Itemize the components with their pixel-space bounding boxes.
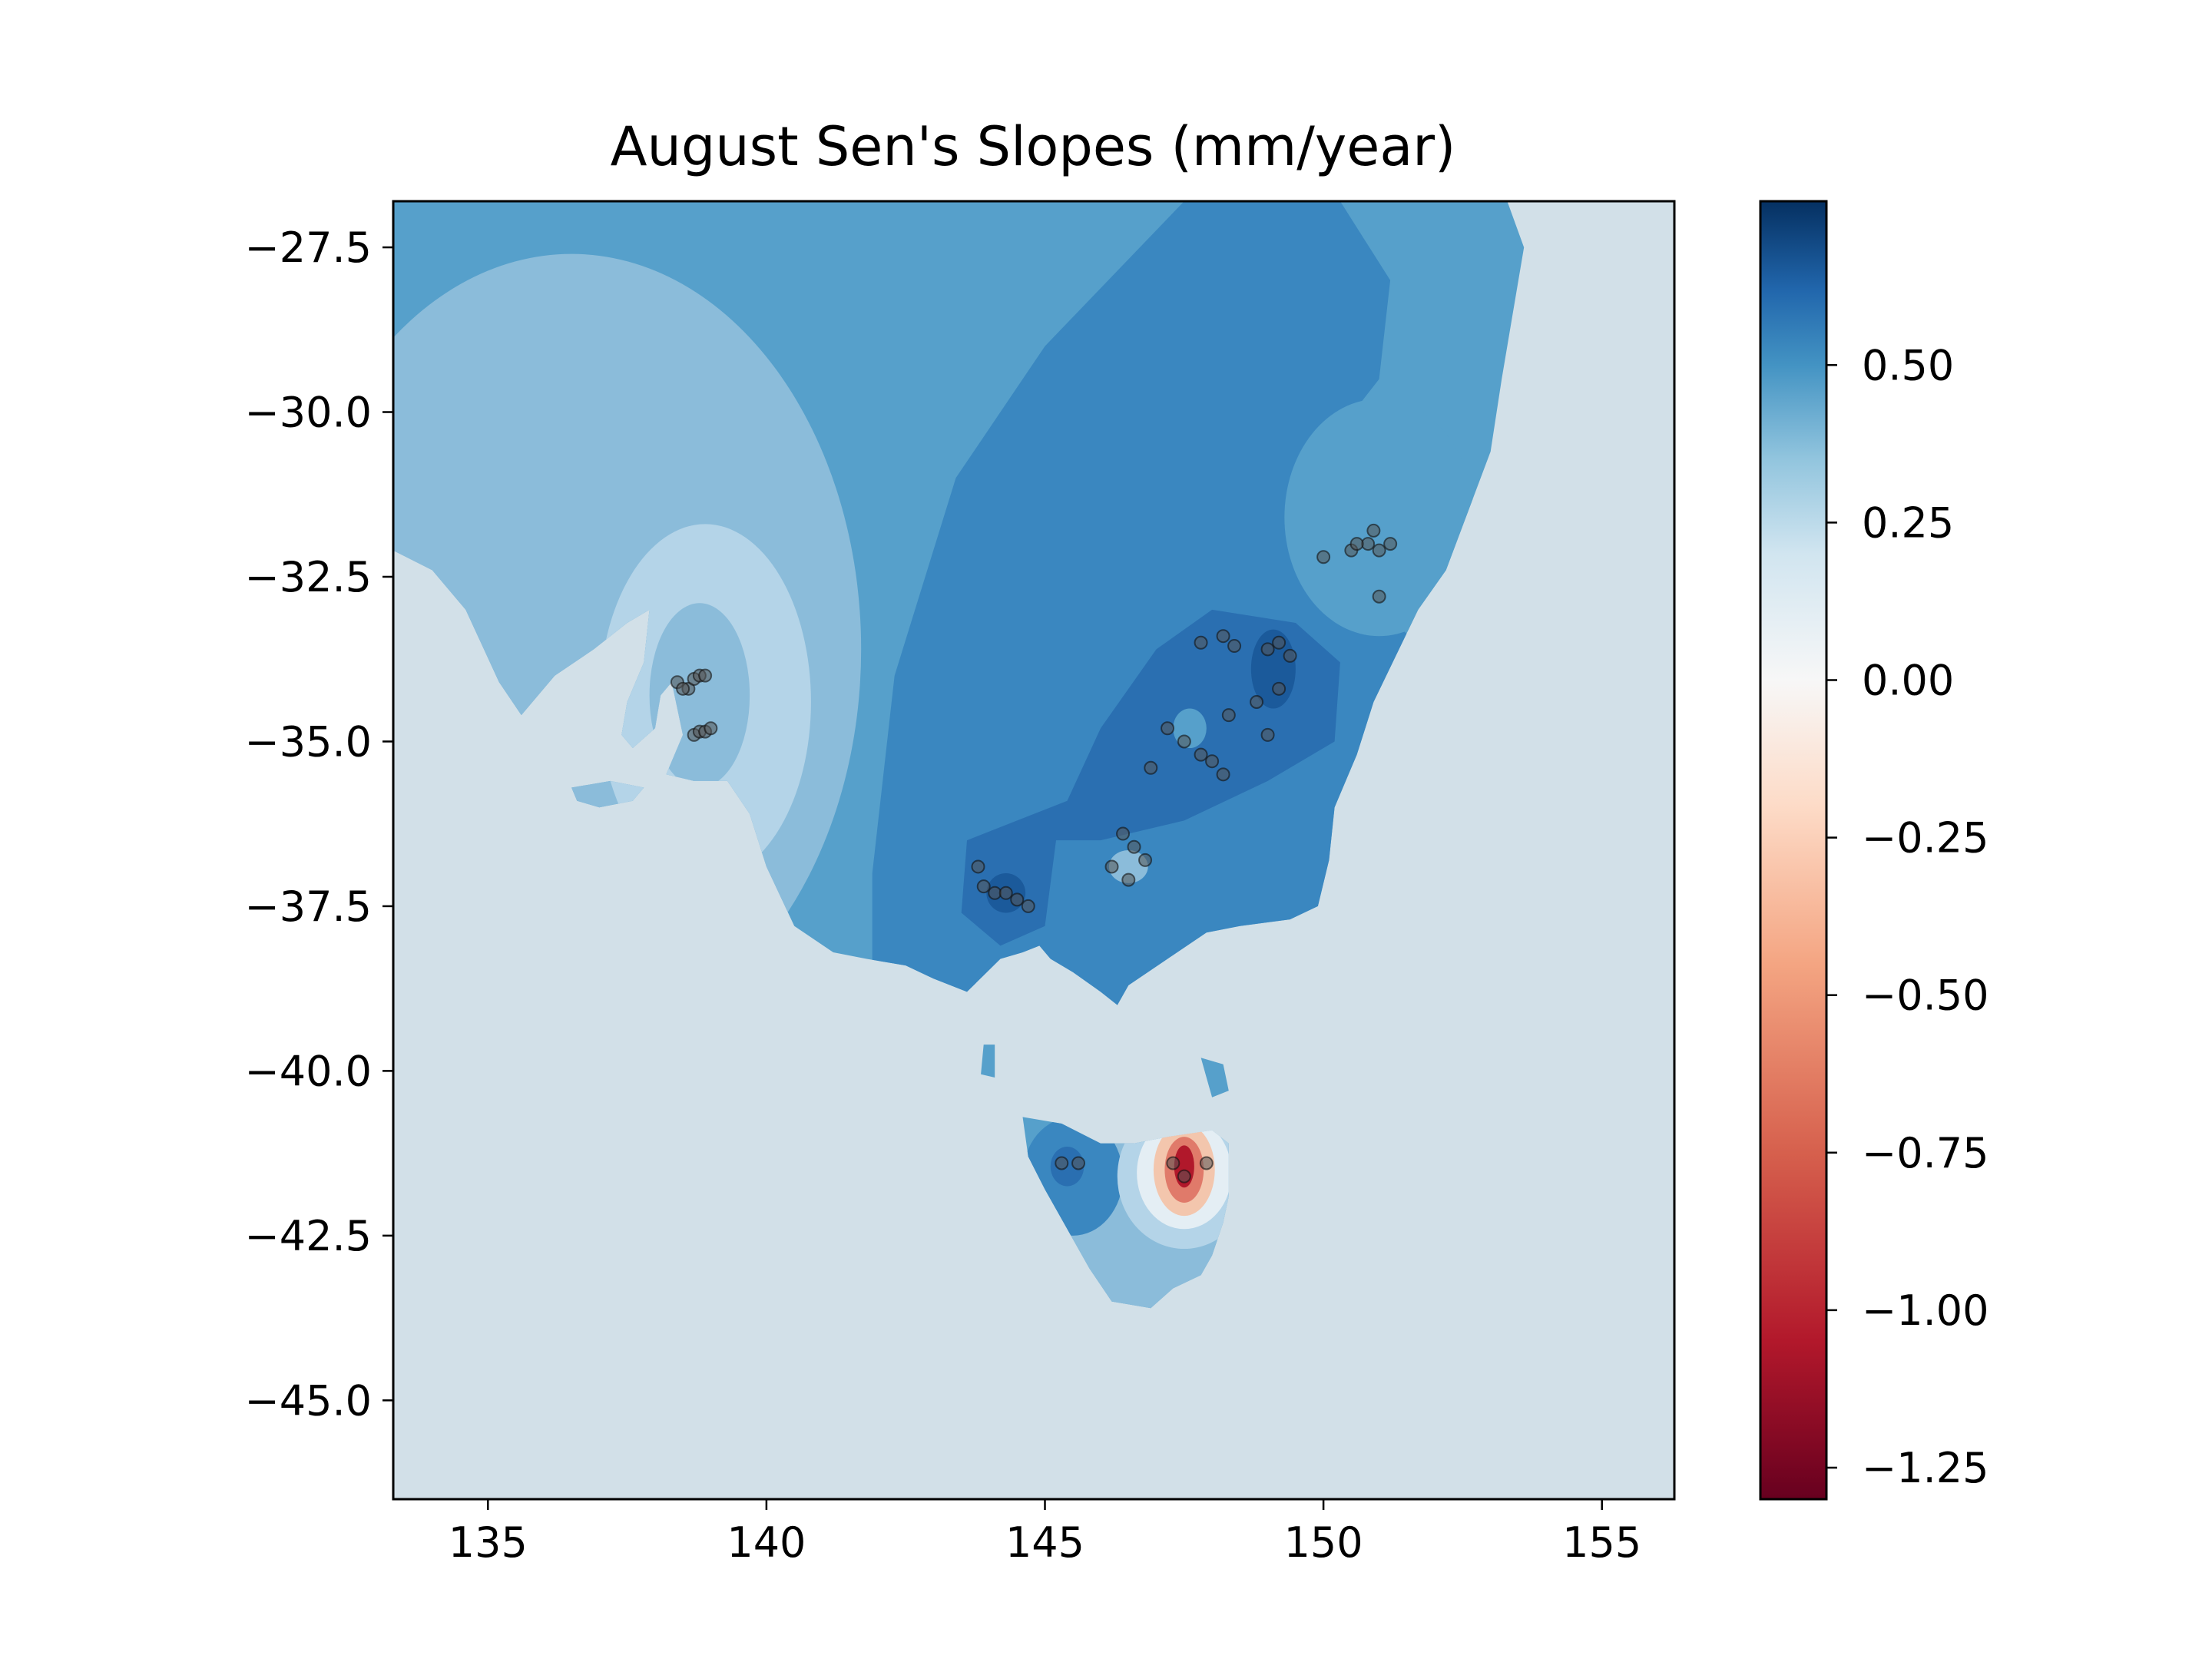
station-point: [1260, 642, 1275, 657]
station-point: [1383, 537, 1398, 551]
colorbar-tick-label: −1.25: [1862, 1444, 1988, 1492]
station-point: [1316, 550, 1331, 564]
station-point: [1144, 760, 1158, 775]
y-tick-label: −32.5: [245, 553, 372, 601]
station-point: [1021, 899, 1035, 913]
station-point: [1161, 721, 1175, 736]
y-tick-label: −42.5: [245, 1212, 372, 1260]
station-point: [698, 668, 713, 683]
station-point: [1272, 681, 1286, 696]
station-point: [1071, 1156, 1086, 1170]
station-point: [1010, 892, 1025, 907]
station-point: [1055, 1156, 1069, 1170]
y-tick-label: −35.0: [245, 717, 372, 766]
station-point: [998, 886, 1013, 900]
y-tick-label: −37.5: [245, 882, 372, 931]
station-point: [1194, 635, 1208, 650]
colorbar-tick-label: 0.00: [1862, 656, 1954, 704]
station-point: [1221, 708, 1236, 723]
colorbar-tick-label: 0.50: [1862, 341, 1954, 389]
station-point: [1372, 589, 1386, 604]
y-tick-label: −45.0: [245, 1376, 372, 1425]
station-point: [1177, 734, 1191, 749]
y-tick-label: −27.5: [245, 223, 372, 272]
contour-core-050: [961, 609, 1340, 946]
colorbar-tick-label: −0.75: [1862, 1129, 1988, 1177]
x-tick-label: 135: [449, 1518, 528, 1567]
contour-ridge-040: [872, 201, 1435, 1025]
colorbar-tick-label: −0.50: [1862, 972, 1988, 1020]
station-point: [1216, 767, 1230, 782]
station-point: [1283, 648, 1297, 663]
station-point: [1127, 839, 1141, 854]
station-point: [676, 681, 690, 696]
colorbar-tick-label: −0.25: [1862, 814, 1988, 862]
station-point: [971, 859, 985, 874]
contour-alpine-020: [1108, 850, 1148, 883]
station-point: [1205, 754, 1220, 769]
y-tick-label: −30.0: [245, 389, 372, 437]
contour-ne-pocket-030: [1284, 399, 1474, 637]
station-point: [1260, 727, 1275, 742]
station-point: [704, 721, 718, 736]
colorbar-tick-label: 0.25: [1862, 498, 1954, 547]
station-point: [1199, 1156, 1214, 1170]
colorbar: [1759, 200, 1828, 1501]
station-point: [1349, 537, 1364, 551]
x-tick-label: 155: [1562, 1518, 1641, 1567]
land-contours: [393, 201, 1525, 1309]
station-point: [1272, 635, 1286, 650]
station-point: [1372, 543, 1386, 558]
station-point: [1194, 747, 1208, 762]
station-point: [1366, 523, 1381, 538]
station-point: [1177, 1169, 1191, 1184]
x-tick-label: 150: [1284, 1518, 1363, 1567]
plot-frame: [392, 200, 1676, 1501]
station-point: [1104, 859, 1119, 874]
station-point: [1216, 629, 1230, 644]
station-point: [1138, 853, 1153, 867]
station-point: [1250, 694, 1264, 709]
station-point: [1121, 872, 1136, 887]
station-point: [1227, 639, 1242, 654]
colorbar-tick-label: −1.00: [1862, 1286, 1988, 1335]
x-tick-label: 140: [727, 1518, 806, 1567]
y-tick-label: −40.0: [245, 1047, 372, 1095]
station-point: [976, 879, 991, 894]
station-point: [1166, 1156, 1181, 1170]
x-tick-label: 145: [1005, 1518, 1084, 1567]
chart-title: August Sen's Slopes (mm/year): [610, 115, 1456, 178]
station-point: [1116, 826, 1131, 841]
